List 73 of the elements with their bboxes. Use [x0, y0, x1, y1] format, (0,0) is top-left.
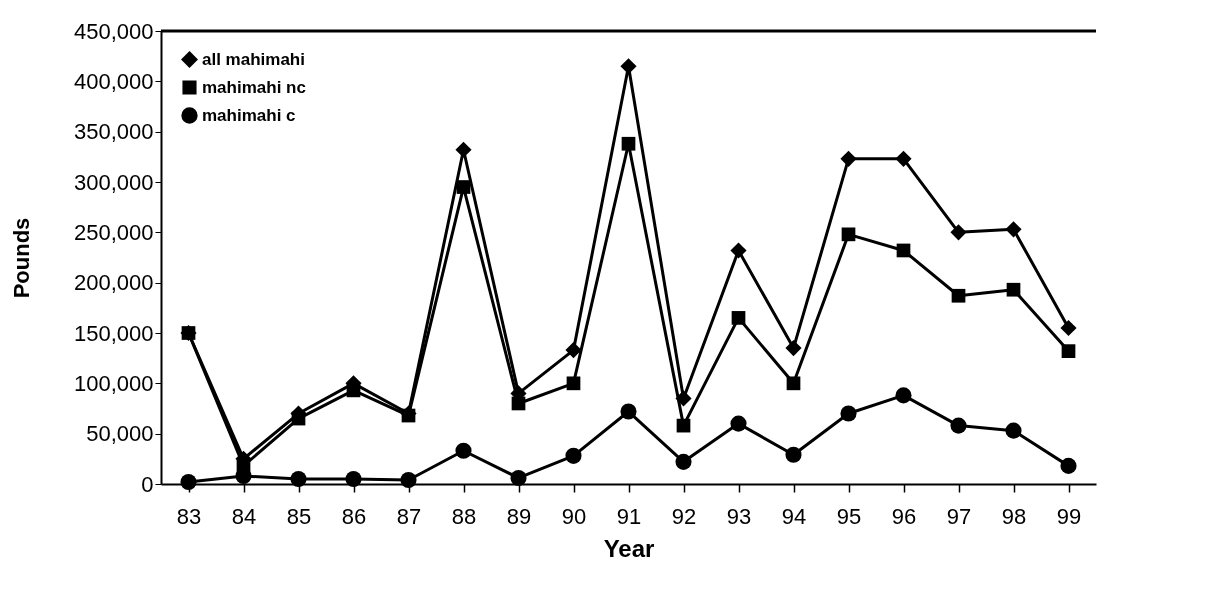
legend-label: all mahimahi — [202, 49, 305, 69]
point — [1006, 282, 1021, 297]
x-tick-label: 87 — [396, 503, 422, 529]
x-tick-label: 86 — [341, 503, 367, 529]
point — [896, 243, 911, 258]
point — [400, 471, 417, 489]
x-tick-label: 90 — [561, 503, 587, 529]
point — [950, 417, 967, 434]
point — [346, 383, 361, 398]
legend-label: mahimahi nc — [202, 77, 306, 97]
x-tick-label: 84 — [231, 503, 257, 529]
point — [840, 405, 857, 422]
point — [511, 396, 526, 411]
y-tick-label: 250,000 — [73, 219, 154, 245]
x-tick-label: 83 — [176, 503, 202, 529]
point — [951, 288, 966, 303]
point — [455, 442, 472, 459]
point — [675, 453, 692, 470]
point — [786, 376, 801, 391]
point — [455, 141, 472, 158]
point — [730, 415, 747, 432]
point — [731, 311, 746, 325]
point — [1060, 319, 1077, 337]
point — [785, 446, 802, 463]
point — [730, 242, 747, 259]
point — [895, 387, 912, 404]
legend-label: mahimahi c — [202, 105, 296, 125]
point — [565, 447, 582, 464]
point — [785, 340, 802, 357]
y-tick-label: 350,000 — [73, 119, 154, 145]
point — [181, 326, 196, 340]
point — [620, 403, 637, 420]
x-tick-label: 99 — [1056, 503, 1082, 529]
x-tick-label: 85 — [286, 503, 312, 529]
y-tick-label: 300,000 — [73, 169, 154, 195]
x-tick-label: 92 — [671, 503, 697, 529]
x-tick-label: 93 — [726, 503, 752, 529]
point — [1005, 422, 1022, 439]
y-tick-label: 100,000 — [73, 370, 154, 396]
y-tick-label: 400,000 — [73, 68, 154, 94]
y-tick-label: 450,000 — [73, 18, 154, 44]
point — [180, 473, 197, 491]
x-tick-label: 97 — [946, 503, 972, 529]
y-tick-label: 150,000 — [73, 320, 154, 346]
point — [345, 470, 362, 488]
x-tick-label: 89 — [506, 503, 532, 529]
point — [290, 470, 307, 488]
x-tick-label: 95 — [836, 503, 862, 529]
x-tick-label: 88 — [451, 503, 477, 529]
point — [291, 411, 306, 426]
y-tick-label: 200,000 — [73, 270, 154, 296]
x-axis-title: Year — [603, 534, 655, 562]
x-tick-label: 91 — [616, 503, 642, 529]
y-axis-title: Pounds — [8, 217, 34, 299]
point — [895, 150, 912, 167]
point — [841, 227, 856, 242]
point — [840, 150, 857, 167]
point — [565, 342, 582, 359]
point — [675, 390, 692, 407]
point — [566, 376, 581, 391]
y-tick-label: 0 — [141, 471, 154, 497]
point — [621, 136, 636, 151]
point — [1005, 221, 1022, 238]
point — [1061, 344, 1076, 358]
x-tick-label: 98 — [1001, 503, 1027, 529]
point — [510, 469, 527, 487]
x-tick-label: 96 — [891, 503, 917, 529]
y-tick-label: 50,000 — [86, 421, 154, 447]
x-tick-label: 94 — [781, 503, 807, 529]
point — [950, 224, 967, 241]
point — [676, 418, 691, 433]
point — [456, 180, 471, 194]
point — [1060, 457, 1077, 474]
